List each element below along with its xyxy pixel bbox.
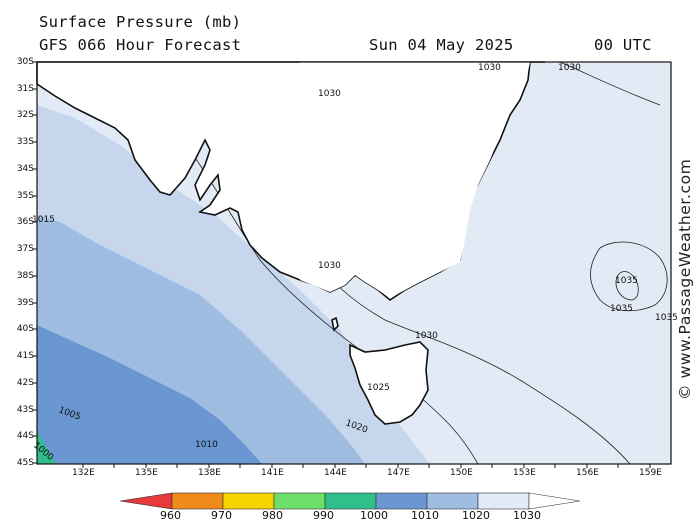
forecast-label: GFS 066 Hour Forecast [39, 36, 242, 54]
pressure-band-1005-1010 [37, 325, 262, 464]
isobar-label: 1035 [615, 276, 638, 286]
legend-swatch-1000 [324, 492, 377, 510]
lat-label: 41S [16, 351, 34, 361]
lat-label: 39S [16, 298, 34, 308]
lon-label: 147E [387, 468, 410, 478]
isobar-1035-cell [590, 241, 668, 312]
lon-label: 135E [135, 468, 158, 478]
forecast-date: Sun 04 May 2025 [369, 36, 514, 54]
legend-swatch-970 [171, 492, 224, 510]
lon-label: 138E [198, 468, 221, 478]
lat-label: 30S [16, 57, 34, 67]
legend-right-arrow [528, 492, 581, 510]
lat-label: 31S [16, 84, 34, 94]
isobar-label: 1030 [318, 89, 341, 99]
lon-label: 144E [324, 468, 347, 478]
legend-tick: 1020 [462, 509, 490, 522]
lon-label: 153E [513, 468, 536, 478]
color-legend [119, 492, 581, 510]
lat-label: 44S [16, 431, 34, 441]
isobar-label: 1030 [558, 63, 581, 73]
isobar-label: 1015 [32, 215, 55, 225]
isobar-label: 1010 [195, 440, 218, 450]
legend-swatch-1030 [477, 492, 530, 510]
tasmania [349, 341, 429, 425]
lat-label: 43S [16, 405, 34, 415]
legend-tick: 970 [211, 509, 232, 522]
forecast-time: 00 UTC [594, 36, 652, 54]
lat-label: 34S [16, 164, 34, 174]
lat-label: 36S [16, 217, 34, 227]
pressure-band-1000-1005 [37, 430, 56, 464]
isobar-label: 1035 [610, 304, 633, 314]
lat-label: 38S [16, 271, 34, 281]
king-island [331, 316, 339, 332]
lon-label: 159E [639, 468, 662, 478]
landmass [36, 61, 545, 425]
isobar-label: 1030 [415, 331, 438, 341]
axis-ticks [33, 61, 651, 468]
legend-swatch-1020 [426, 492, 479, 510]
chart-title: Surface Pressure (mb) [39, 13, 242, 31]
legend-swatch-990 [273, 492, 326, 510]
isobar-label: 1030 [318, 261, 341, 271]
isobar-1035-inner [615, 271, 639, 301]
legend-tick: 990 [313, 509, 334, 522]
lat-label: 37S [16, 244, 34, 254]
isobar-label: 1025 [367, 383, 390, 393]
isobar-label: 1030 [478, 63, 501, 73]
legend-tick: 980 [262, 509, 283, 522]
legend-tick: 1000 [360, 509, 388, 522]
legend-swatch-1010 [375, 492, 428, 510]
legend-tick: 1010 [411, 509, 439, 522]
lon-label: 141E [261, 468, 284, 478]
lon-label: 156E [576, 468, 599, 478]
map-frame [36, 61, 672, 465]
lat-label: 40S [16, 324, 34, 334]
australia-interior [300, 62, 530, 298]
lat-label: 35S [16, 191, 34, 201]
legend-tick: 1030 [513, 509, 541, 522]
lat-label: 33S [16, 137, 34, 147]
lon-label: 150E [450, 468, 473, 478]
lat-label: 45S [16, 458, 34, 468]
lat-label: 32S [16, 110, 34, 120]
legend-swatch-980 [222, 492, 275, 510]
legend-left-arrow [119, 492, 173, 510]
site-watermark: © www.PassageWeather.com [676, 158, 694, 400]
lat-label: 42S [16, 378, 34, 388]
isobar-label: 1035 [655, 313, 678, 323]
lon-label: 132E [72, 468, 95, 478]
legend-tick: 960 [160, 509, 181, 522]
